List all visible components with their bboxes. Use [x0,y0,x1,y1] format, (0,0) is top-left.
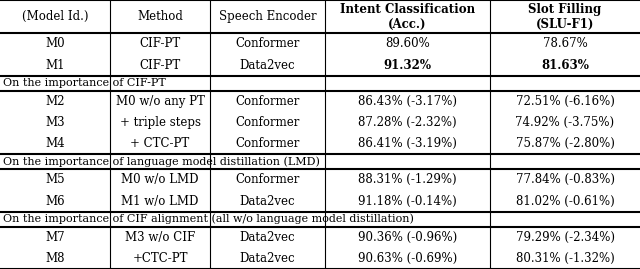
Text: Conformer: Conformer [236,116,300,129]
Text: Data2vec: Data2vec [240,231,295,244]
Text: M1 w/o LMD: M1 w/o LMD [122,194,198,207]
Text: 79.29% (-2.34%): 79.29% (-2.34%) [515,231,614,244]
Text: 86.41% (-3.19%): 86.41% (-3.19%) [358,137,457,150]
Text: M0: M0 [45,37,65,50]
Text: 87.28% (-2.32%): 87.28% (-2.32%) [358,116,457,129]
Text: M7: M7 [45,231,65,244]
Text: + CTC-PT: + CTC-PT [131,137,189,150]
Text: M0 w/o LMD: M0 w/o LMD [121,173,199,186]
Text: M2: M2 [45,95,65,108]
Text: 78.67%: 78.67% [543,37,588,50]
Text: 86.43% (-3.17%): 86.43% (-3.17%) [358,95,457,108]
Text: 90.63% (-0.69%): 90.63% (-0.69%) [358,252,457,265]
Text: Speech Encoder: Speech Encoder [219,10,316,23]
Text: Data2vec: Data2vec [240,252,295,265]
Text: Conformer: Conformer [236,95,300,108]
Text: 81.02% (-0.61%): 81.02% (-0.61%) [516,194,614,207]
Text: Conformer: Conformer [236,137,300,150]
Text: M3 w/o CIF: M3 w/o CIF [125,231,195,244]
Text: 77.84% (-0.83%): 77.84% (-0.83%) [515,173,614,186]
Text: 88.31% (-1.29%): 88.31% (-1.29%) [358,173,457,186]
Text: 75.87% (-2.80%): 75.87% (-2.80%) [516,137,614,150]
Text: Method: Method [137,10,183,23]
Text: Slot Filling
(SLU-F1): Slot Filling (SLU-F1) [529,3,602,31]
Text: M4: M4 [45,137,65,150]
Text: 90.36% (-0.96%): 90.36% (-0.96%) [358,231,457,244]
Text: 91.32%: 91.32% [383,59,431,72]
Text: Data2vec: Data2vec [240,59,295,72]
Text: Conformer: Conformer [236,173,300,186]
Text: On the importance of CIF-PT: On the importance of CIF-PT [3,78,166,88]
Text: CIF-PT: CIF-PT [140,37,180,50]
Text: +CTC-PT: +CTC-PT [132,252,188,265]
Text: On the importance of CIF alignment (all w/o language model distillation): On the importance of CIF alignment (all … [3,214,414,224]
Text: M5: M5 [45,173,65,186]
Text: 81.63%: 81.63% [541,59,589,72]
Text: CIF-PT: CIF-PT [140,59,180,72]
Text: Conformer: Conformer [236,37,300,50]
Text: M6: M6 [45,194,65,207]
Text: 91.18% (-0.14%): 91.18% (-0.14%) [358,194,457,207]
Text: Data2vec: Data2vec [240,194,295,207]
Text: M0 w/o any PT: M0 w/o any PT [116,95,204,108]
Text: 72.51% (-6.16%): 72.51% (-6.16%) [516,95,614,108]
Text: 89.60%: 89.60% [385,37,430,50]
Text: (Model Id.): (Model Id.) [22,10,88,23]
Text: + triple steps: + triple steps [120,116,200,129]
Text: 80.31% (-1.32%): 80.31% (-1.32%) [516,252,614,265]
Text: Intent Classification
(Acc.): Intent Classification (Acc.) [340,3,475,31]
Text: M3: M3 [45,116,65,129]
Text: M8: M8 [45,252,65,265]
Text: 74.92% (-3.75%): 74.92% (-3.75%) [515,116,614,129]
Text: M1: M1 [45,59,65,72]
Text: On the importance of language model distillation (LMD): On the importance of language model dist… [3,157,320,167]
